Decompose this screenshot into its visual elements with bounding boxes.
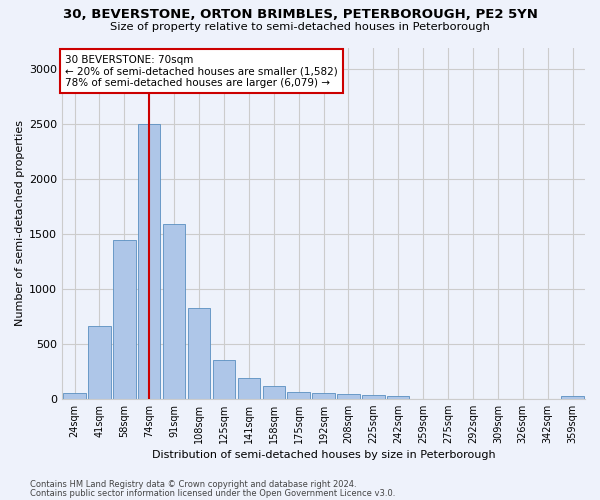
Bar <box>263 386 285 398</box>
Text: Size of property relative to semi-detached houses in Peterborough: Size of property relative to semi-detach… <box>110 22 490 32</box>
Text: Contains HM Land Registry data © Crown copyright and database right 2024.: Contains HM Land Registry data © Crown c… <box>30 480 356 489</box>
Bar <box>562 396 584 398</box>
Bar <box>138 124 160 398</box>
Bar <box>387 396 409 398</box>
Bar <box>238 378 260 398</box>
Text: 30 BEVERSTONE: 70sqm
← 20% of semi-detached houses are smaller (1,582)
78% of se: 30 BEVERSTONE: 70sqm ← 20% of semi-detac… <box>65 54 338 88</box>
Y-axis label: Number of semi-detached properties: Number of semi-detached properties <box>15 120 25 326</box>
Bar <box>287 392 310 398</box>
Bar <box>213 360 235 399</box>
Bar <box>337 394 359 398</box>
Bar <box>64 393 86 398</box>
Bar <box>88 326 111 398</box>
Bar <box>362 396 385 398</box>
Text: 30, BEVERSTONE, ORTON BRIMBLES, PETERBOROUGH, PE2 5YN: 30, BEVERSTONE, ORTON BRIMBLES, PETERBOR… <box>62 8 538 20</box>
Bar <box>313 392 335 398</box>
Text: Contains public sector information licensed under the Open Government Licence v3: Contains public sector information licen… <box>30 488 395 498</box>
Bar <box>113 240 136 398</box>
Bar <box>188 308 210 398</box>
Bar <box>163 224 185 398</box>
X-axis label: Distribution of semi-detached houses by size in Peterborough: Distribution of semi-detached houses by … <box>152 450 496 460</box>
